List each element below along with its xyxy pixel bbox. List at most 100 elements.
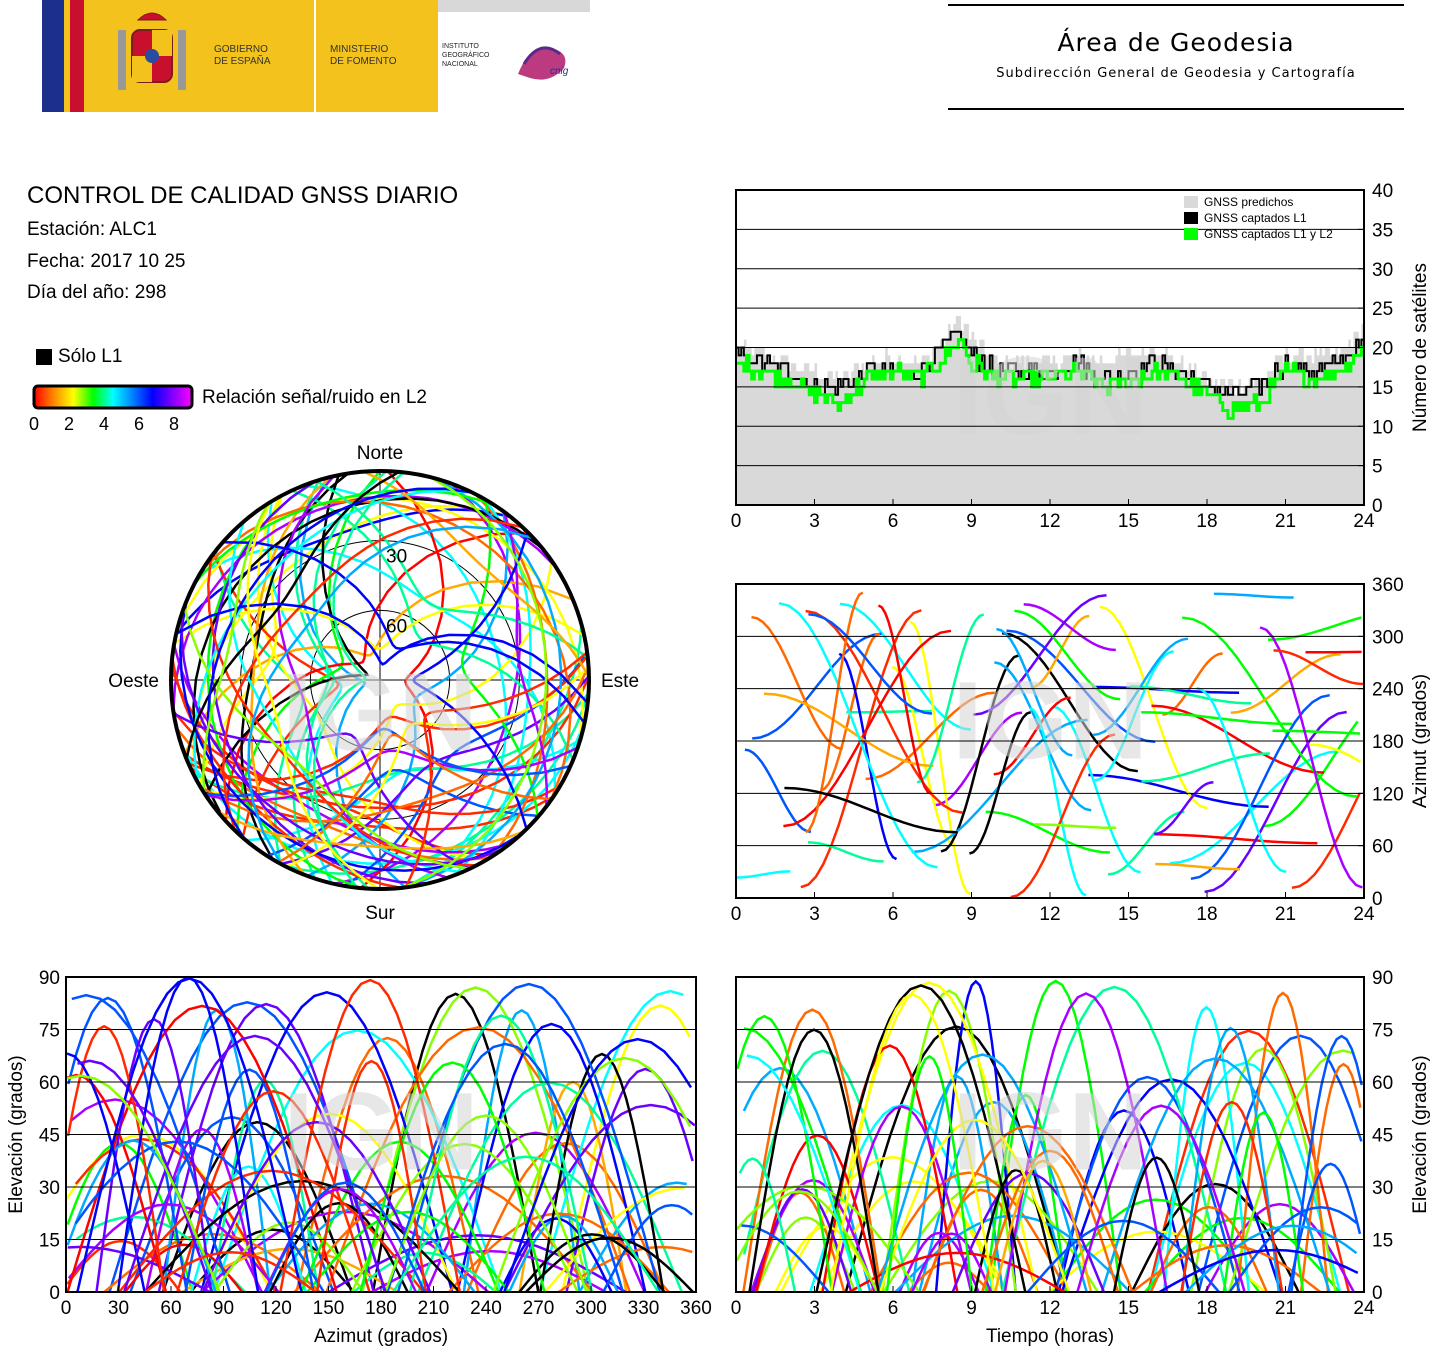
- x-tick-label: 9: [966, 511, 977, 532]
- satellite-track: [993, 1159, 1093, 1293]
- station-label: Estación: ALC1: [27, 219, 157, 240]
- satellite-track: [285, 666, 590, 869]
- satellite-track: [396, 982, 661, 1293]
- coat-of-arms-icon: [118, 12, 186, 90]
- satellite-track: [742, 1049, 911, 1293]
- snr-tick-label: 6: [134, 414, 145, 434]
- satellite-track: [1029, 707, 1087, 897]
- satellite-track: [66, 1073, 168, 1293]
- ministerio-text: MINISTERIO DE FOMENTO: [330, 44, 397, 67]
- elevation-time-chart: IGN 0 15 30 45 60 75 90 0 3 6 9 12 15 18 21 24 Tiempo (ho…: [731, 968, 1431, 1347]
- satellite-track: [805, 591, 864, 834]
- satellite-track: [1010, 733, 1116, 899]
- satellite-track: [66, 1074, 221, 1293]
- y-axis-label: Elevación (grados): [6, 1055, 27, 1213]
- y-axis-label: Azimut (grados): [1410, 674, 1431, 808]
- satellite-track: [1151, 704, 1325, 774]
- satellite-track: [865, 691, 995, 781]
- satellite-track: [907, 1261, 991, 1293]
- satellite-track: [315, 1059, 428, 1293]
- satellite-track: [993, 696, 1071, 776]
- satellite-track: [404, 651, 588, 888]
- satellite-track: [76, 977, 303, 1293]
- satellite-track: [973, 593, 1107, 716]
- satellite-track: [885, 1054, 974, 1293]
- satellite-track: [1182, 616, 1358, 798]
- satellite-track: [325, 1026, 632, 1293]
- satellite-track: [264, 1181, 426, 1293]
- legend-label: GNSS predichos: [1204, 195, 1293, 209]
- satellite-track: [1272, 729, 1361, 735]
- elevation-azimuth-chart: IGN 0 15 30 45 60 75 90 0 30 60 90 120 150 180 210 240 27…: [6, 968, 712, 1347]
- satellite-track: [1088, 773, 1269, 808]
- legend-swatch: [1184, 196, 1198, 208]
- x-tick-label: 60: [160, 1298, 181, 1319]
- satellite-track: [1184, 1224, 1358, 1293]
- satellite-track: [973, 1168, 1059, 1293]
- satellite-track: [266, 1202, 476, 1293]
- plot-frame: [735, 583, 1365, 899]
- satellite-track: [207, 556, 477, 867]
- satellite-track: [1130, 685, 1252, 705]
- satellite-track: [985, 810, 1110, 854]
- satellite-track: [201, 499, 572, 801]
- plot-frame: [735, 976, 1365, 1293]
- satellite-track: [1092, 637, 1189, 737]
- x-tick-label: 300: [575, 1298, 607, 1319]
- satellite-track: [876, 1053, 1088, 1293]
- satellite-track: [989, 979, 1122, 1293]
- satellite-track: [763, 692, 934, 768]
- satellite-track: [350, 1142, 579, 1293]
- satellite-track: [176, 1090, 371, 1293]
- satellite-track: [1094, 650, 1174, 782]
- y-tick-label: 120: [1372, 784, 1404, 805]
- satellite-track: [408, 1014, 594, 1293]
- satellite-track: [67, 996, 189, 1293]
- satellite-track: [774, 1225, 878, 1293]
- x-tick-label: 0: [61, 1298, 72, 1319]
- snr-tick-label: 4: [99, 414, 110, 434]
- y-tick-label: 30: [1372, 260, 1393, 281]
- satellite-track: [193, 489, 474, 783]
- satellite-track: [175, 602, 589, 704]
- y-tick-label: 75: [1372, 1021, 1393, 1042]
- x-tick-label: 240: [470, 1298, 502, 1319]
- x-tick-label: 0: [731, 904, 742, 925]
- satellite-track: [736, 1014, 834, 1293]
- x-tick-label: 180: [365, 1298, 397, 1319]
- satellite-track: [1259, 626, 1363, 889]
- ign-watermark: IGN: [952, 1071, 1148, 1194]
- cnig-logo-icon: cnig: [518, 46, 569, 80]
- satellite-track: [216, 810, 525, 850]
- satellite-track: [910, 1074, 1004, 1293]
- satellite-track: [224, 531, 529, 822]
- satellite-track: [1190, 693, 1330, 881]
- satellite-track: [184, 1068, 315, 1293]
- satellite-track: [878, 1118, 1071, 1293]
- satellite-track: [306, 1210, 510, 1293]
- satellite-track: [1299, 1062, 1362, 1293]
- satellite-track: [363, 470, 591, 678]
- satellite-track: [808, 613, 933, 715]
- satellite-track: [228, 521, 463, 874]
- date-label: Fecha: 2017 10 25: [27, 251, 186, 272]
- satellite-track: [909, 620, 972, 896]
- x-tick-label: 6: [888, 511, 899, 532]
- ring-label-30: 30: [386, 547, 407, 568]
- x-tick-label: 120: [260, 1298, 292, 1319]
- satellite-track: [302, 484, 508, 888]
- satellite-track: [829, 993, 996, 1293]
- ign-logo: INSTITUTO GEOGRÁFICO NACIONAL cnig: [438, 0, 590, 112]
- snr-label: Relación señal/ruido en L2: [202, 387, 427, 408]
- logo-top-bar: [438, 0, 590, 12]
- snr-colorbar: [32, 384, 194, 410]
- satellite-track: [1309, 743, 1362, 764]
- area-title: Área de Geodesia: [1057, 28, 1295, 57]
- satellite-track: [1155, 862, 1241, 871]
- satellite-track: [1227, 1049, 1355, 1293]
- satellite-track: [1267, 616, 1362, 641]
- satellite-track: [1181, 1026, 1281, 1293]
- y-tick-label: 35: [1372, 220, 1393, 241]
- satellite-track: [1003, 992, 1169, 1293]
- series-l1l2-line: [736, 338, 1364, 420]
